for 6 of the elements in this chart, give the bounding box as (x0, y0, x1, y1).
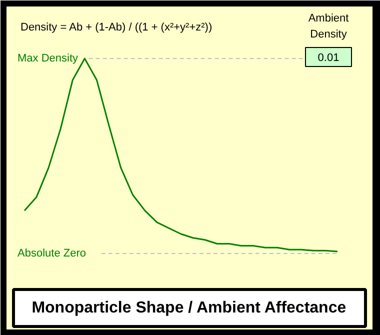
ref-line-label: Max Density (18, 52, 79, 64)
ref-line-label: Absolute Zero (18, 248, 86, 260)
text: Ambient Density (308, 12, 349, 40)
text: Density = Ab + (1-Ab) / ((1 + (x²+y²+z²)) (20, 22, 212, 34)
annotation: 0.01 (318, 52, 340, 64)
text: Monoparticle Shape / Ambient Affectance (32, 300, 346, 316)
